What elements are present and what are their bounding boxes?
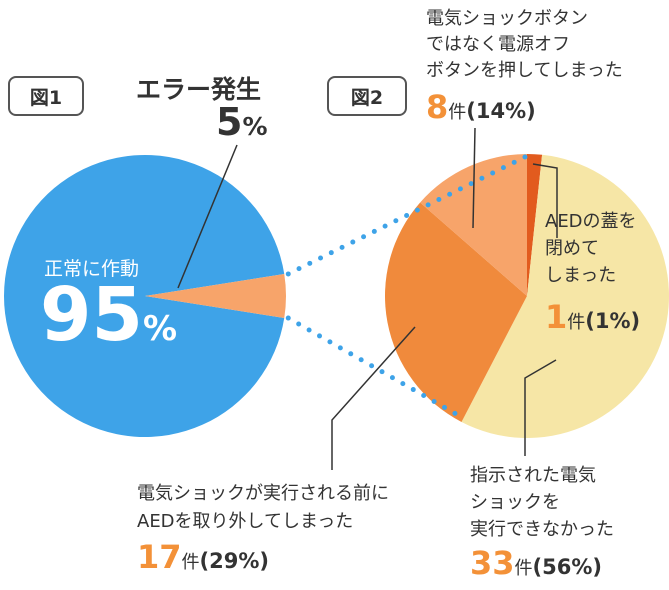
slice-poweroff-label: 電気ショックボタン ではなく電源オフ ボタンを押してしまった — [426, 8, 623, 81]
connector-top — [285, 153, 530, 277]
figure1-label: 図1 — [8, 76, 84, 116]
pie1-error-leader — [177, 144, 238, 289]
leader-lid — [532, 163, 558, 238]
leader-removed — [331, 326, 416, 470]
pie2-slice-notperformed — [461, 154, 669, 438]
connector-bottom — [285, 315, 466, 421]
slice-poweroff-count: 8件(14%) — [426, 88, 536, 126]
figure2-label: 図2 — [327, 76, 407, 116]
slice-notperformed-count: 33件(56%) — [470, 544, 603, 582]
leader-notperformed — [524, 359, 557, 456]
normal-slice-label: 正常に作動 — [44, 258, 140, 280]
slice-removed-label: 電気ショックが実行される前に AEDを取り外してしまった — [137, 483, 389, 532]
pie1-slice-normal — [3, 155, 285, 437]
pie2-slice-removed — [384, 202, 527, 422]
leader-poweroff — [472, 127, 476, 229]
error-slice-value: 5% — [216, 100, 268, 144]
slice-removed-count: 17件(29%) — [137, 538, 270, 576]
slice-lid-label: AEDの蓋を 閉めて しまった — [545, 211, 637, 286]
normal-slice-value: 95% — [40, 272, 178, 358]
slice-lid-count: 1件(1%) — [545, 298, 641, 336]
error-slice-label: エラー発生 — [136, 75, 262, 104]
slice-notperformed-label: 指示された電気 ショックを 実行できなかった — [470, 465, 614, 540]
pie2-slice-lid — [527, 153, 543, 296]
pie1-slice-error — [145, 273, 286, 319]
